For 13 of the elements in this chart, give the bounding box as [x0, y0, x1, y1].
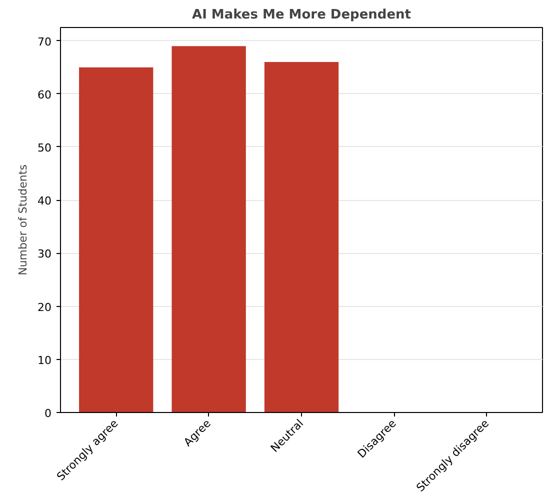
y-tick-label: 20 [38, 300, 52, 314]
bar [172, 46, 246, 412]
y-tick-label: 30 [38, 248, 52, 261]
bar [264, 62, 339, 412]
chart-title: AI Makes Me More Dependent [192, 8, 412, 22]
y-tick-label: 50 [38, 141, 52, 154]
y-tick-label: 10 [38, 354, 52, 367]
y-tick-label: 40 [38, 194, 52, 208]
y-tick-label: 60 [38, 88, 52, 102]
y-tick-label: 70 [38, 35, 52, 48]
y-axis-title: Number of Students [16, 164, 30, 276]
y-tick-label: 0 [44, 407, 52, 420]
bar [79, 67, 154, 412]
